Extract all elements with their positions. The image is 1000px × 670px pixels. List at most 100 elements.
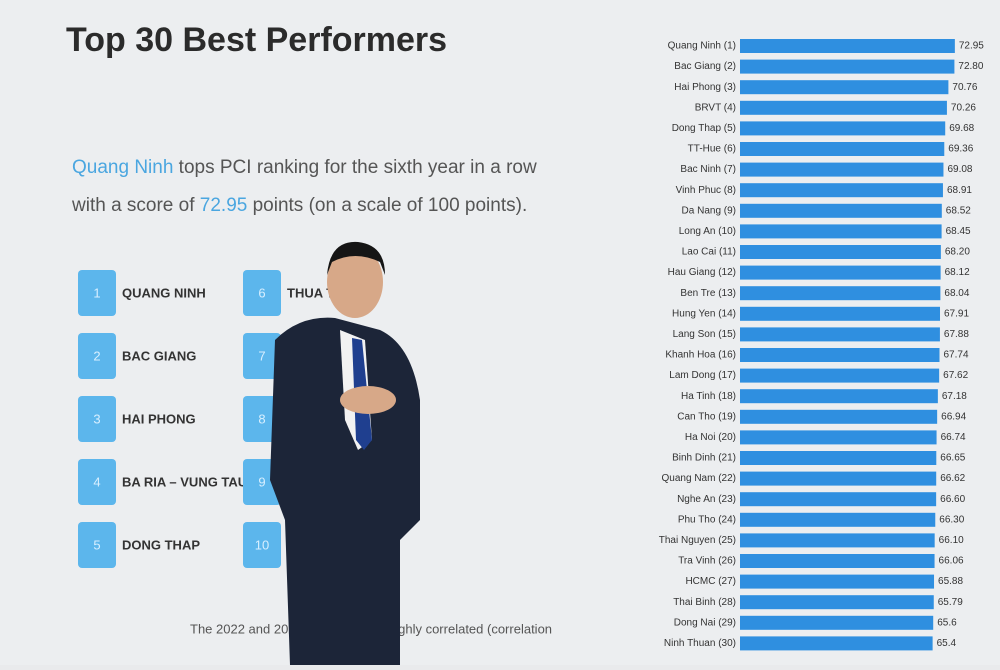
category-label: Ha Noi (20) — [685, 432, 736, 443]
bar — [740, 636, 933, 651]
value-label: 66.06 — [939, 556, 964, 567]
value-label: 67.18 — [942, 391, 967, 402]
rank-box — [78, 270, 116, 316]
text: points (on a scale of 100 points). — [247, 195, 527, 216]
bar — [740, 39, 955, 53]
bar — [740, 512, 936, 527]
value-label: 72.95 — [959, 41, 984, 52]
value-label: 70.76 — [952, 82, 977, 93]
rank-number: 8 — [258, 411, 265, 426]
category-label: Vinh Phuc (8) — [676, 185, 736, 196]
category-label: Dong Nai (29) — [674, 617, 736, 628]
value-label: 68.12 — [945, 267, 970, 278]
value-label: 66.94 — [941, 411, 966, 422]
category-label: Ninh Thuan (30) — [664, 638, 736, 649]
category-label: Hung Yen (14) — [672, 308, 736, 319]
highlight: 72.95 — [200, 195, 248, 216]
category-label: Bac Ninh (7) — [680, 164, 736, 175]
value-label: 66.62 — [940, 473, 965, 484]
category-label: BRVT (4) — [695, 102, 736, 113]
value-label: 72.80 — [958, 61, 983, 72]
value-label: 66.65 — [940, 453, 965, 464]
rank-name: THUA T — [287, 285, 334, 300]
rank-box — [78, 396, 116, 442]
value-label: 66.74 — [941, 432, 966, 443]
rank-box — [243, 333, 281, 379]
value-label: 68.52 — [946, 205, 971, 216]
rank-name: DONG THAP — [122, 537, 200, 552]
rank-box — [243, 522, 281, 568]
hair — [327, 241, 385, 275]
value-label: 67.88 — [944, 329, 969, 340]
bar — [740, 183, 943, 198]
category-label: Dong Thap (5) — [672, 123, 736, 134]
rank-number: 6 — [258, 285, 265, 300]
bar — [740, 80, 949, 95]
slide-title: Top 30 Best Performers — [66, 21, 447, 59]
category-label: Quang Ninh (1) — [668, 41, 736, 52]
rank-number: 5 — [93, 537, 100, 552]
text: tops PCI ranking for the sixth year in a… — [173, 157, 537, 178]
bar — [740, 59, 955, 74]
bar — [740, 245, 941, 259]
category-label: Binh Dinh (21) — [672, 453, 736, 464]
head — [327, 246, 383, 318]
category-label: Thai Binh (28) — [673, 597, 736, 608]
category-label: Phu Tho (24) — [678, 514, 736, 525]
bar — [740, 121, 946, 136]
rank-number: 2 — [93, 348, 100, 363]
rank-number: 10 — [255, 537, 269, 552]
value-label: 67.62 — [943, 370, 968, 381]
bar — [740, 574, 935, 589]
category-label: Lang Son (15) — [673, 329, 736, 340]
value-label: 67.74 — [944, 350, 969, 361]
category-label: Thai Nguyen (25) — [659, 535, 736, 546]
value-label: 68.04 — [944, 288, 969, 299]
value-label: 70.26 — [951, 102, 976, 113]
bar-chart: Quang Ninh (1) 72.95 Bac Giang (2) 72.80 Hai… — [659, 39, 984, 651]
bar — [740, 451, 937, 465]
bar — [740, 203, 942, 218]
value-label: 65.6 — [937, 617, 957, 628]
bar — [740, 430, 937, 445]
category-label: Hau Giang (12) — [668, 267, 736, 278]
category-label: Hai Phong (3) — [674, 82, 736, 93]
rank-number: 1 — [93, 285, 100, 300]
rank-name: QUANG NINH — [122, 285, 206, 300]
bar — [740, 306, 941, 321]
value-label: 65.79 — [938, 597, 963, 608]
bar — [740, 100, 947, 115]
category-label: Long An (10) — [679, 226, 736, 237]
value-label: 65.88 — [938, 576, 963, 587]
rank-number: 7 — [258, 348, 265, 363]
value-label: 68.20 — [945, 247, 970, 258]
subtitle-line: Quang Ninh tops PCI ranking for the sixt… — [72, 157, 537, 178]
rank-number: 4 — [93, 474, 100, 489]
category-label: Lam Dong (17) — [669, 370, 736, 381]
value-label: 69.08 — [947, 164, 972, 175]
bar — [740, 615, 934, 630]
bar — [740, 533, 935, 548]
value-label: 68.91 — [947, 185, 972, 196]
rank-box — [78, 522, 116, 568]
category-label: Khanh Hoa (16) — [665, 350, 736, 361]
bar — [740, 492, 937, 507]
rank-number: 3 — [93, 411, 100, 426]
category-label: Nghe An (23) — [677, 494, 736, 505]
bar — [740, 265, 941, 280]
value-label: 66.30 — [939, 514, 964, 525]
hand — [340, 386, 396, 414]
bar — [740, 224, 942, 239]
value-label: 68.45 — [946, 226, 971, 237]
value-label: 69.68 — [949, 123, 974, 134]
bar — [740, 286, 941, 301]
rank-box — [243, 270, 281, 316]
rank-name: BAC GIANG — [122, 348, 196, 363]
category-label: HCMC (27) — [685, 576, 736, 587]
subtitle-line: with a score of 72.95 points (on a scale… — [71, 195, 527, 216]
bar — [740, 595, 934, 610]
bar — [740, 142, 945, 156]
value-label: 66.60 — [940, 494, 965, 505]
